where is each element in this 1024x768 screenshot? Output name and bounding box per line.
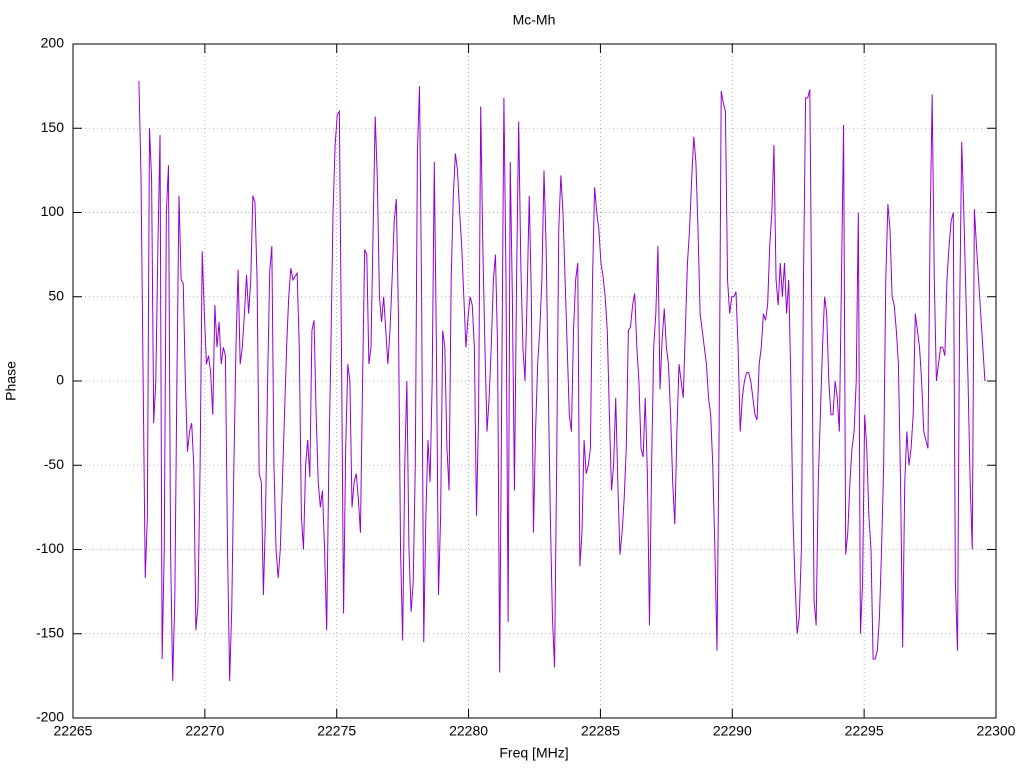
y-tick-label: -150 [36, 624, 64, 640]
y-tick-label: -100 [36, 540, 64, 556]
x-tick-label: 22265 [54, 723, 93, 739]
y-tick-label: 100 [41, 203, 65, 219]
y-tick-label: 200 [41, 35, 65, 51]
y-tick-label: 150 [41, 119, 65, 135]
y-tick-label: -50 [44, 456, 64, 472]
plot-frame [72, 43, 997, 719]
x-axis-label: Freq [MHz] [499, 745, 568, 761]
x-tick-label: 22275 [317, 723, 356, 739]
x-tick-label: 22280 [449, 723, 488, 739]
data-line [138, 81, 986, 681]
chart-title: Mc-Mh [513, 12, 556, 28]
x-tick-label: 22270 [185, 723, 224, 739]
x-tick-label: 22295 [845, 723, 884, 739]
x-tick-label: 22285 [581, 723, 620, 739]
x-tick-label: 22300 [977, 723, 1016, 739]
y-axis-label: Phase [3, 361, 19, 401]
y-tick-label: -200 [36, 709, 64, 725]
x-tick-label: 22290 [713, 723, 752, 739]
y-tick-label: 0 [56, 372, 64, 388]
y-tick-label: 50 [48, 287, 64, 303]
